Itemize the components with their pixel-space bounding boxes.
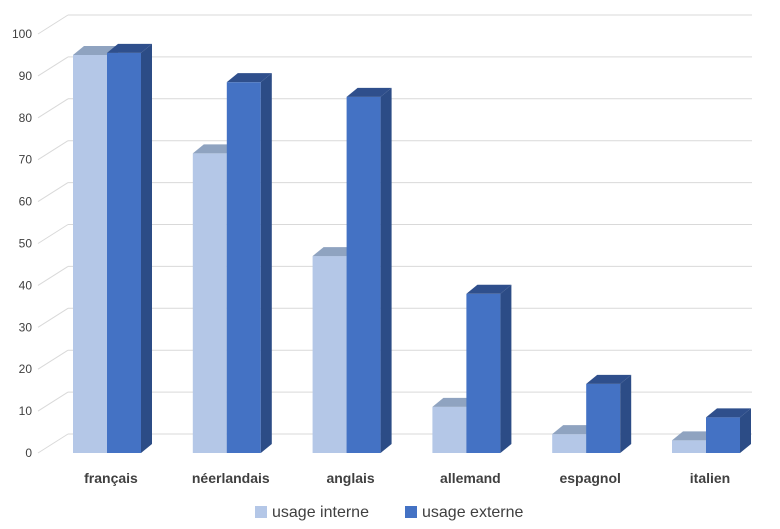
bar-top bbox=[107, 43, 152, 53]
gridline-depth bbox=[37, 140, 69, 161]
legend-label: usage interne bbox=[272, 504, 369, 521]
gridline-depth bbox=[37, 307, 69, 328]
bar-front bbox=[192, 153, 227, 454]
bar-front bbox=[466, 293, 501, 453]
bar-top bbox=[466, 284, 512, 294]
y-tick-label: 10 bbox=[19, 404, 33, 418]
bar-front bbox=[226, 82, 261, 453]
gridline-depth bbox=[37, 349, 69, 370]
bar-front bbox=[107, 52, 141, 453]
y-tick-label: 90 bbox=[19, 69, 33, 83]
bar-top bbox=[226, 73, 272, 83]
legend-item-usage-externe: usage externe bbox=[405, 504, 524, 521]
x-tick-label: anglais bbox=[326, 470, 374, 486]
bar-front bbox=[312, 256, 347, 453]
bar-side bbox=[260, 73, 272, 453]
gridline-depth bbox=[37, 14, 69, 35]
gridline-depth bbox=[37, 433, 69, 454]
bar-top bbox=[312, 247, 358, 257]
gridline-depth bbox=[37, 224, 69, 244]
bar-front bbox=[586, 383, 621, 453]
x-axis-labels: français néerlandais anglais allemand espagn… bbox=[84, 470, 730, 486]
bar-top bbox=[706, 408, 751, 418]
bar-side bbox=[500, 284, 512, 453]
bar-top bbox=[73, 45, 118, 55]
bar-side bbox=[620, 374, 632, 453]
bar-side bbox=[141, 43, 152, 453]
x-tick-label: italien bbox=[690, 470, 730, 486]
bar-top bbox=[432, 397, 478, 407]
y-tick-label: 100 bbox=[12, 27, 32, 41]
bar-front bbox=[552, 434, 587, 453]
bar-usage-externe bbox=[346, 87, 392, 453]
y-tick-label: 50 bbox=[19, 237, 33, 251]
x-tick-label: espagnol bbox=[559, 470, 620, 486]
bar-top bbox=[346, 87, 392, 97]
gridlines bbox=[37, 14, 752, 454]
legend-item-usage-interne: usage interne bbox=[255, 504, 369, 521]
legend-label: usage externe bbox=[422, 504, 524, 521]
gridline-depth bbox=[37, 182, 69, 203]
bar-top bbox=[672, 431, 717, 441]
gridline-depth bbox=[37, 391, 69, 412]
bar-usage-externe bbox=[226, 73, 272, 453]
legend: usage interne usage externe bbox=[255, 504, 524, 521]
bars bbox=[73, 43, 751, 454]
bar-front bbox=[432, 406, 467, 453]
bar-top bbox=[586, 374, 632, 384]
bar-side bbox=[740, 408, 751, 453]
y-tick-label: 40 bbox=[19, 278, 33, 292]
legend-swatch bbox=[405, 506, 417, 518]
gridline-depth bbox=[37, 265, 69, 286]
y-tick-label: 80 bbox=[19, 111, 33, 125]
bar-front bbox=[706, 417, 740, 453]
bar-side bbox=[380, 87, 392, 453]
y-tick-label: 0 bbox=[25, 446, 32, 460]
x-tick-label: néerlandais bbox=[192, 470, 270, 486]
bar-front bbox=[672, 440, 706, 453]
y-tick-label: 70 bbox=[19, 153, 33, 167]
bar-top bbox=[552, 425, 598, 435]
bar-usage-externe bbox=[107, 43, 152, 453]
x-tick-label: allemand bbox=[440, 470, 501, 486]
bar-front bbox=[73, 54, 107, 453]
bar-usage-externe bbox=[586, 374, 632, 453]
y-tick-label: 60 bbox=[19, 195, 33, 209]
y-tick-label: 20 bbox=[19, 362, 33, 376]
bar-usage-externe bbox=[466, 284, 512, 453]
gridline-depth bbox=[37, 56, 69, 77]
gridline-depth bbox=[37, 98, 69, 119]
y-axis-ticks: 0 10 20 30 40 50 60 70 80 90 100 bbox=[12, 27, 32, 460]
legend-swatch bbox=[255, 506, 267, 518]
x-tick-label: français bbox=[84, 470, 138, 486]
y-tick-label: 30 bbox=[19, 320, 33, 334]
bar-front bbox=[346, 96, 381, 453]
bar-usage-externe bbox=[706, 408, 751, 453]
bar-top bbox=[192, 144, 238, 154]
